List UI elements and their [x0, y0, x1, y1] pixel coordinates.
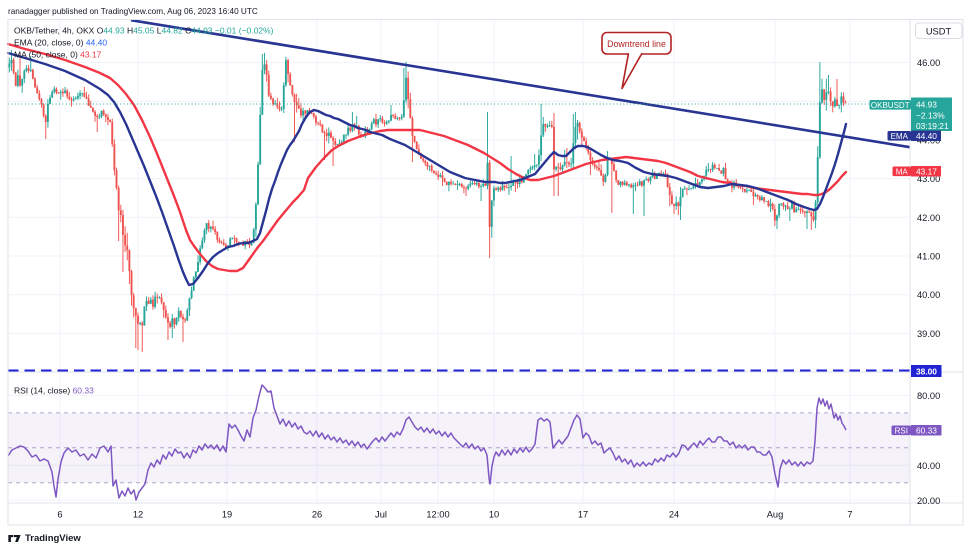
- svg-text:MA: MA: [896, 167, 909, 176]
- svg-text:19: 19: [222, 510, 232, 520]
- svg-text:OKBUSDT: OKBUSDT: [871, 101, 910, 110]
- svg-text:24: 24: [669, 510, 679, 520]
- svg-text:12:00: 12:00: [426, 510, 449, 520]
- svg-text:−2.13%: −2.13%: [916, 111, 945, 121]
- svg-text:40.00: 40.00: [917, 290, 940, 300]
- svg-text:41.00: 41.00: [917, 252, 940, 262]
- svg-text:38.00: 38.00: [916, 367, 937, 377]
- svg-text:80.00: 80.00: [917, 391, 940, 401]
- svg-text:43.17: 43.17: [916, 167, 937, 177]
- svg-text:OKB/Tether, 4h, OKX O44.93 H4: OKB/Tether, 4h, OKX O44.93 H45.05 L44.82…: [14, 26, 274, 36]
- svg-text:26: 26: [312, 510, 322, 520]
- svg-text:7: 7: [847, 510, 852, 520]
- svg-text:44.40: 44.40: [916, 131, 937, 141]
- svg-text:20.00: 20.00: [917, 496, 940, 506]
- svg-text:03:19:21: 03:19:21: [916, 121, 949, 131]
- svg-text:Jul: Jul: [375, 510, 387, 520]
- svg-text:40.00: 40.00: [917, 461, 940, 471]
- svg-text:46.00: 46.00: [917, 58, 940, 68]
- svg-text:RSI (14, close) 60.33: RSI (14, close) 60.33: [14, 386, 94, 396]
- svg-text:39.00: 39.00: [917, 329, 940, 339]
- svg-text:EMA (20, close, 0) 44.40: EMA (20, close, 0) 44.40: [14, 38, 107, 48]
- svg-text:42.00: 42.00: [917, 213, 940, 223]
- svg-text:USDT: USDT: [926, 27, 952, 37]
- svg-text:6: 6: [57, 510, 62, 520]
- svg-text:Downtrend line: Downtrend line: [607, 39, 666, 49]
- svg-text:10: 10: [489, 510, 499, 520]
- svg-text:44.93: 44.93: [916, 100, 937, 110]
- svg-text:MA (50, close, 0) 43.17: MA (50, close, 0) 43.17: [14, 50, 102, 60]
- svg-text:17: 17: [578, 510, 588, 520]
- svg-text:43.00: 43.00: [917, 174, 940, 184]
- svg-text:60.33: 60.33: [916, 426, 937, 436]
- svg-text:12: 12: [133, 510, 143, 520]
- svg-text:EMA: EMA: [891, 132, 909, 141]
- svg-text:Aug: Aug: [767, 510, 784, 520]
- svg-text:RSI: RSI: [895, 426, 908, 435]
